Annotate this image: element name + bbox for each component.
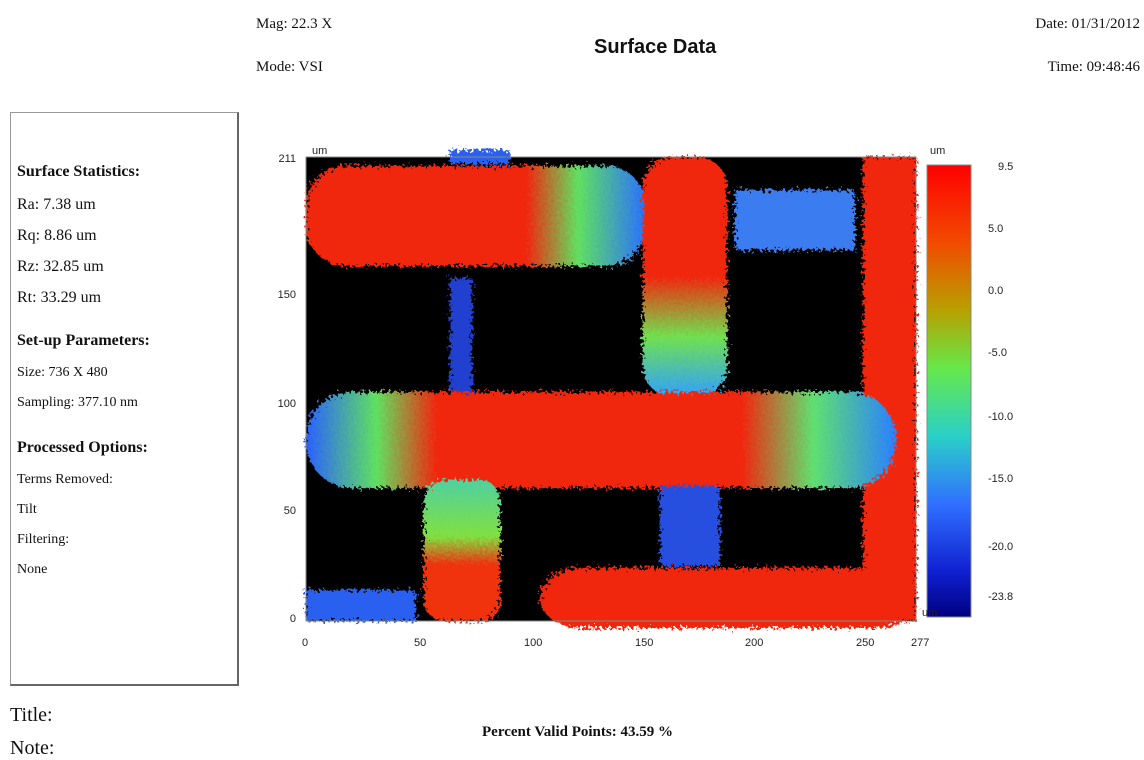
valid-points: Percent Valid Points: 43.59 % <box>482 724 673 740</box>
x-tick-label: 250 <box>856 637 875 649</box>
mode: Mode: VSI <box>256 59 323 75</box>
section-heading: Processed Options: <box>17 439 148 456</box>
surface-map <box>306 150 916 628</box>
colorbar-tick-label: 0.0 <box>988 285 1004 297</box>
x-tick-label: 150 <box>635 637 654 649</box>
plot-frame <box>305 156 917 622</box>
processed-option: None <box>17 562 48 577</box>
section-heading: Surface Statistics: <box>17 163 141 180</box>
colorbar-tick-label: -5.0 <box>988 347 1007 359</box>
statistic: Rt: 33.29 um <box>17 289 102 306</box>
y-tick-label: 100 <box>277 398 296 410</box>
y-tick-label: 150 <box>277 289 296 301</box>
colorbar-tick-label: -10.0 <box>988 411 1014 423</box>
time: Time: 09:48:46 <box>1047 59 1140 75</box>
y-tick-label: 50 <box>283 505 296 517</box>
colorbar-tick-label: -23.8 <box>988 591 1014 603</box>
footer-note: Note: <box>10 737 55 759</box>
processed-option: Filtering: <box>17 532 70 547</box>
x-tick-label: 100 <box>524 637 543 649</box>
section-heading: Set-up Parameters: <box>17 332 150 349</box>
setup-parameter: Size: 736 X 480 <box>17 365 108 380</box>
x-tick-label: 50 <box>414 637 427 649</box>
statistic: Rq: 8.86 um <box>17 227 97 244</box>
processed-option: Terms Removed: <box>17 472 113 487</box>
y-tick-label: 211 <box>278 153 296 165</box>
colorbar-unit: um <box>930 145 946 157</box>
axis-unit: um <box>312 145 328 157</box>
colorbar-tick-label: 5.0 <box>988 223 1004 235</box>
colorbar-unit: um <box>922 607 938 619</box>
statistic: Ra: 7.38 um <box>17 196 96 213</box>
processed-option: Tilt <box>17 502 37 517</box>
x-tick-label: 200 <box>745 637 764 649</box>
colorbar <box>926 164 972 618</box>
setup-parameter: Sampling: 377.10 nm <box>17 395 138 410</box>
statistic: Rz: 32.85 um <box>17 258 104 275</box>
footer-title: Title: <box>10 704 53 726</box>
page-title: Surface Data <box>594 36 717 58</box>
date: Date: 01/31/2012 <box>1035 16 1140 32</box>
colorbar-tick-label: 9.5 <box>998 161 1014 173</box>
y-tick-label: 0 <box>289 613 296 625</box>
mag: Mag: 22.3 X <box>256 16 333 32</box>
x-tick-label: 0 <box>302 637 309 649</box>
colorbar-tick-label: -20.0 <box>988 541 1014 553</box>
statistics-panel: Surface Statistics: Ra: 7.38 um Rq: 8.86 u… <box>10 112 239 686</box>
x-tick-label: 277 <box>911 637 930 649</box>
colorbar-tick-label: -15.0 <box>988 473 1014 485</box>
